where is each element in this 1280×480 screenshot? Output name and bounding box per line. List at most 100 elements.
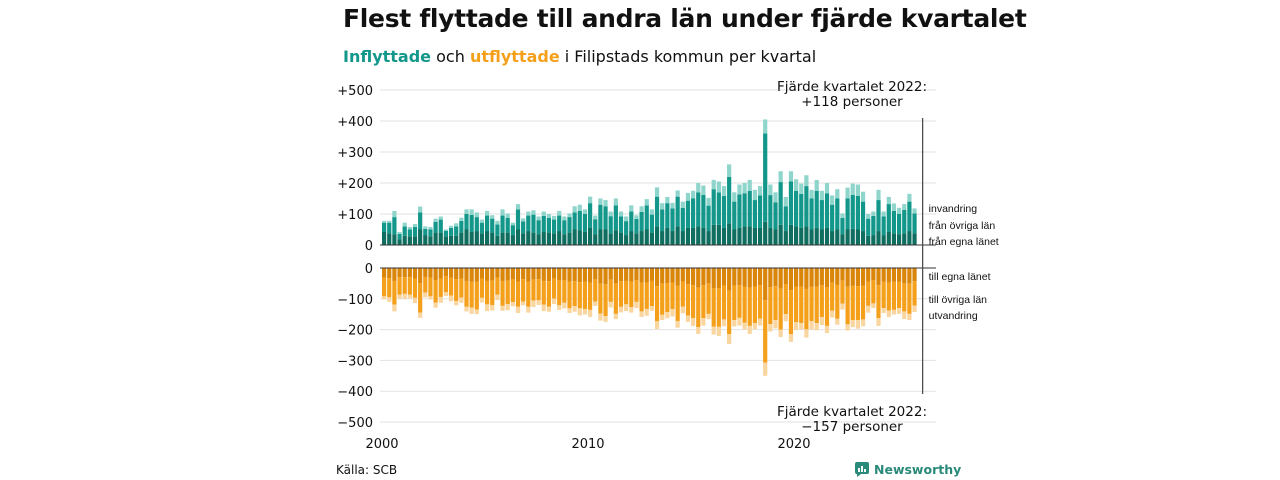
bar-out-own [392,268,397,281]
bar-in-own [840,234,845,245]
y-tick-bottom: 0 [365,262,373,277]
bar-out-other [845,286,850,325]
bar-out-other [474,281,479,310]
bar-in-other [397,233,402,240]
bar-out-own [711,268,716,289]
bar-in-other [660,209,665,232]
bar-in-own [474,231,479,245]
bar-out-own [407,268,412,278]
bar-out-emigration [598,313,603,321]
bar-out-other [840,280,845,304]
bar-in-other [830,204,835,232]
bar-out-emigration [794,322,799,330]
bar-in-immigration [515,204,521,210]
bar-out-own [840,268,845,281]
bar-in-own [680,231,685,245]
bar-out-own [850,268,855,286]
bar-out-emigration [907,313,912,321]
bar-out-own [546,268,551,282]
bar-out-emigration [701,318,706,326]
bar-in-immigration [721,186,727,197]
bar-out-own [618,268,624,282]
brand-name: Newsworthy [874,462,962,477]
bar-out-own [773,268,778,287]
bar-out-emigration [490,305,495,311]
bar-in-immigration [495,220,500,225]
bar-out-own [881,268,886,282]
bar-out-emigration [824,325,830,333]
bar-out-own [567,268,572,282]
bar-in-immigration [685,192,691,201]
bar-in-other [588,203,593,228]
bar-out-own [855,268,860,287]
bar-in-other [412,227,418,237]
bar-out-emigration [423,292,428,298]
bar-out-other [830,282,835,311]
bar-in-own [912,233,917,245]
bar-in-other [727,176,732,224]
bar-out-emigration [778,329,783,337]
bar-out-other [757,285,763,319]
bar-out-emigration [706,313,711,320]
bar-out-emigration [624,304,629,312]
bar-out-emigration [469,307,474,314]
x-tick: 2020 [777,437,810,452]
bar-out-emigration [557,305,562,310]
bar-in-own [613,230,618,245]
bar-out-own [418,268,423,284]
bar-in-other [855,196,860,230]
bar-in-immigration [902,204,907,210]
bar-in-own [799,227,804,245]
bar-in-own [670,231,675,245]
y-tick-top: +200 [337,177,373,192]
bar-out-other [459,278,464,298]
bar-in-immigration [474,212,479,218]
bar-out-own [613,268,618,284]
subtitle-rest: i Filipstads kommun per kvartal [559,47,817,66]
bar-out-other [660,283,665,315]
bar-out-own [691,268,696,286]
bar-out-own [706,268,711,284]
bar-in-immigration [855,184,860,197]
bar-out-emigration [855,320,860,329]
bar-in-immigration [407,227,412,230]
bar-in-immigration [531,210,536,215]
bar-in-other [891,210,897,234]
bar-out-own [459,268,464,279]
bar-in-own [562,234,567,245]
bar-out-other [536,279,541,301]
bar-in-immigration [830,195,835,205]
bar-out-own [835,268,840,285]
bar-out-emigration [897,308,902,314]
bar-in-other [474,217,479,232]
bar-in-immigration [593,215,598,220]
bar-in-immigration [613,198,618,206]
bar-in-other [485,215,490,232]
bar-in-immigration [819,190,824,201]
bar-out-emigration [603,316,608,322]
bar-in-own [618,232,624,245]
bar-in-other [835,198,840,230]
bar-in-own [443,236,448,245]
bar-out-own [469,268,474,282]
bar-in-immigration [670,202,675,209]
bar-out-emigration [541,304,546,312]
bar-in-immigration [464,209,469,214]
bar-out-emigration [866,305,871,313]
bar-in-own [835,229,840,245]
bar-in-immigration [438,216,443,220]
bar-out-emigration [675,320,680,328]
bar-in-immigration [727,164,732,177]
y-tick-bottom: −300 [337,354,373,369]
bar-out-emigration [773,320,778,329]
subtitle-och: och [431,47,470,66]
bar-out-other [407,277,412,295]
bar-in-immigration [881,211,886,217]
chart-title: Flest flyttade till andra län under fjär… [343,4,1027,33]
bar-out-emigration [397,294,402,299]
bar-out-other [773,286,778,321]
bar-in-other [479,222,485,234]
bar-out-emigration [649,306,654,311]
bar-out-emigration [387,297,392,302]
bar-out-other [588,282,593,310]
